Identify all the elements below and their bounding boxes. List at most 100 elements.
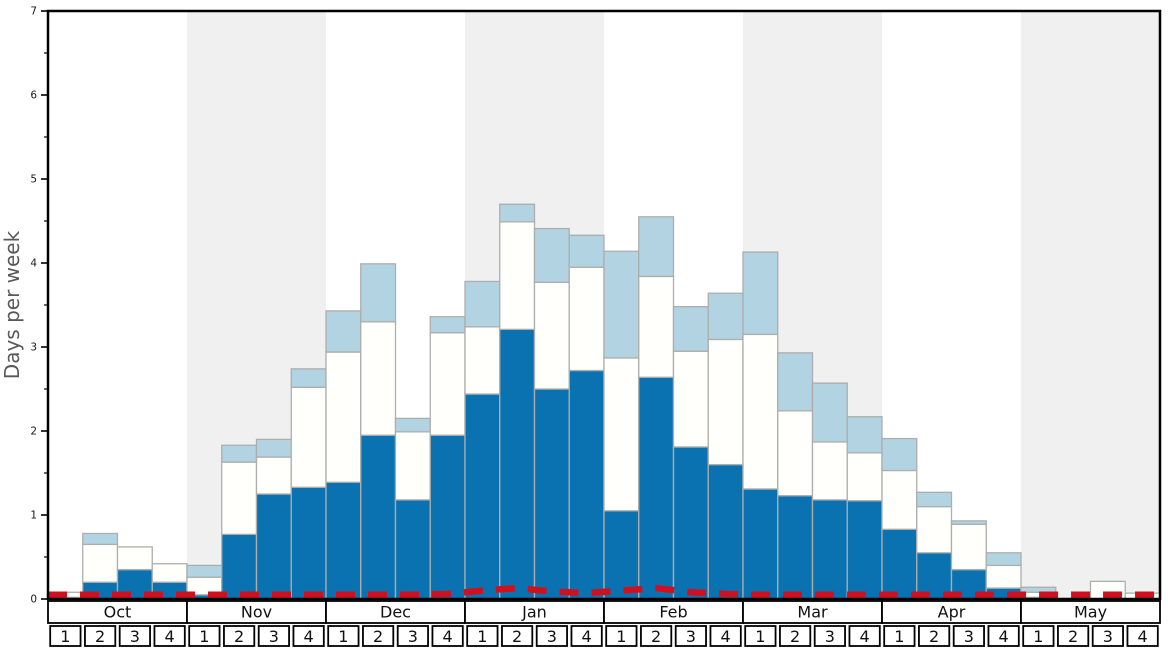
week-number-label: 1 [755, 627, 765, 646]
dark-blue-segment [603, 510, 640, 600]
light-blue-segment [82, 532, 119, 546]
week-number-label: 3 [686, 627, 696, 646]
dark-blue-segment [499, 328, 536, 600]
week-number-label: 1 [477, 627, 487, 646]
dark-blue-segment [846, 500, 883, 600]
week-number-label: 2 [234, 627, 244, 646]
light-blue-segment [950, 520, 987, 525]
light-blue-segment [221, 444, 258, 463]
week-number-label: 3 [130, 627, 140, 646]
week-cell [709, 625, 742, 647]
week-number-label: 3 [825, 627, 835, 646]
white-segment [742, 333, 779, 490]
week-number-label: 2 [790, 627, 800, 646]
white-segment [985, 564, 1022, 589]
week-number-label: 1 [616, 627, 626, 646]
week-cell [535, 625, 568, 647]
week-number-label: 2 [929, 627, 939, 646]
week-number-label: 4 [304, 627, 314, 646]
week-cell [501, 625, 534, 647]
y-axis-tick-label: 1 [30, 510, 37, 522]
y-axis-tick-label: 4 [30, 258, 37, 270]
white-segment [116, 546, 153, 571]
white-segment [603, 357, 640, 512]
week-number-label: 4 [582, 627, 592, 646]
dark-blue-segment [394, 499, 431, 600]
week-number-label: 4 [1138, 627, 1148, 646]
dark-blue-segment [429, 434, 466, 600]
week-cell [49, 625, 82, 647]
week-cell [188, 625, 221, 647]
light-blue-segment [186, 564, 223, 578]
dark-blue-segment [881, 528, 918, 600]
y-axis-tick-label: 3 [30, 342, 37, 354]
white-segment [811, 441, 848, 501]
week-cell [396, 625, 429, 647]
dark-blue-segment [360, 434, 397, 600]
white-segment [325, 351, 362, 483]
light-blue-segment [568, 234, 605, 268]
week-number-label: 2 [373, 627, 383, 646]
month-stripe [1021, 12, 1160, 598]
light-blue-segment [290, 368, 327, 388]
month-label: Oct [104, 603, 132, 622]
y-axis-tick-label: 7 [30, 6, 37, 18]
white-segment [916, 505, 953, 554]
week-cell [292, 625, 325, 647]
week-cell [223, 625, 256, 647]
y-axis-label: Days per week [0, 230, 24, 379]
week-cell [813, 625, 846, 647]
light-blue-segment [603, 250, 640, 359]
y-axis-tick-label: 2 [30, 426, 37, 438]
week-number-label: 1 [338, 627, 348, 646]
white-segment [499, 221, 536, 331]
white-segment [429, 332, 466, 436]
month-label: Dec [380, 603, 411, 622]
week-cell [431, 625, 464, 647]
week-cell [883, 625, 916, 647]
week-number-label: 3 [547, 627, 557, 646]
week-cell [466, 625, 499, 647]
light-blue-segment [846, 416, 883, 454]
white-segment [290, 386, 327, 488]
light-blue-segment [638, 216, 675, 278]
week-cell [744, 625, 777, 647]
week-cell [605, 625, 638, 647]
white-segment [533, 281, 570, 390]
week-cell [674, 625, 707, 647]
dark-blue-segment [707, 463, 744, 600]
dark-blue-segment [533, 388, 570, 600]
week-cell [848, 625, 881, 647]
white-segment [568, 266, 605, 372]
week-number-label: 1 [60, 627, 70, 646]
dark-blue-segment [568, 369, 605, 600]
month-label: Mar [797, 603, 828, 622]
month-week-table-layer: Oct Nov Dec Jan Feb Mar Apr May 1 2 3 4 1 2 3 4 1 2 3 4 1 2 3 4… [47, 600, 1161, 647]
week-number-label: 4 [443, 627, 453, 646]
light-blue-segment [464, 280, 501, 328]
light-blue-segment [672, 306, 709, 352]
week-cell [153, 625, 186, 647]
light-blue-segment [777, 352, 814, 412]
month-label: Nov [241, 603, 272, 622]
y-axis-tick-label: 0 [30, 594, 37, 606]
white-segment [394, 431, 431, 501]
white-segment [255, 456, 292, 495]
week-cell [362, 625, 395, 647]
week-number-label: 4 [721, 627, 731, 646]
month-label: May [1074, 603, 1107, 622]
dark-blue-segment [325, 481, 362, 600]
week-cell [952, 625, 985, 647]
white-segment [950, 523, 987, 571]
dark-blue-segment [672, 446, 709, 600]
week-cell [257, 625, 290, 647]
week-number-label: 3 [269, 627, 279, 646]
week-number-label: 2 [651, 627, 661, 646]
dark-blue-segment [811, 499, 848, 600]
dark-blue-segment [464, 393, 501, 600]
dark-blue-segment [221, 533, 258, 600]
light-blue-segment [985, 552, 1022, 567]
white-segment [360, 321, 397, 436]
y-axis-tick-label: 5 [30, 174, 37, 186]
light-blue-segment [742, 251, 779, 336]
